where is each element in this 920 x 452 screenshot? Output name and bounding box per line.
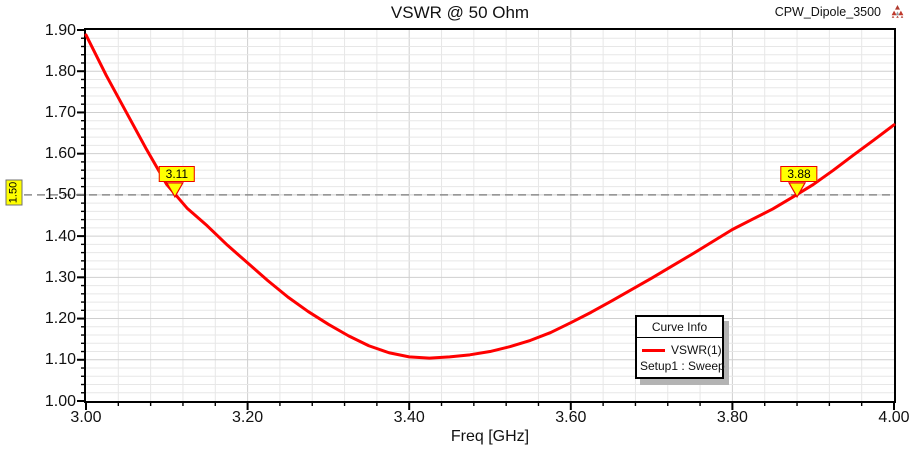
x-tick-label: 3.80 — [716, 409, 748, 426]
x-axis-title: Freq [GHz] — [450, 428, 530, 445]
x-tick-label: 3.20 — [232, 409, 264, 426]
legend-box[interactable]: Curve Info VSWR(1) Setup1 : Sweep — [635, 315, 725, 379]
y-tick-label: 1.50 — [44, 186, 76, 204]
marker-label-1[interactable]: 3.11 — [158, 165, 196, 182]
marker-triangle-2[interactable] — [788, 182, 807, 199]
project-name: CPW_Dipole_3500 — [774, 5, 881, 19]
x-tick-label: 4.00 — [878, 409, 910, 426]
y-tick-label: 1.40 — [44, 227, 76, 245]
chart-title: VSWR @ 50 Ohm — [390, 3, 530, 22]
x-tick-label: 3.00 — [70, 409, 102, 426]
y-tick-label: 1.10 — [44, 351, 76, 369]
legend-title: Curve Info — [637, 317, 722, 338]
legend-entry: VSWR(1) — [637, 338, 722, 358]
y-tick-label: 1.20 — [44, 310, 76, 328]
marker-label-2[interactable]: 3.88 — [780, 165, 818, 182]
y-tick-label: 1.30 — [44, 268, 76, 286]
y-tick-label: 1.90 — [44, 21, 76, 39]
y-tick-label: 1.80 — [44, 62, 76, 80]
plot-border — [84, 28, 896, 403]
legend-entry-label: VSWR(1) — [671, 343, 722, 357]
x-tick-label: 3.60 — [555, 409, 587, 426]
ref-line-label: 1.50 — [5, 179, 23, 206]
ansys-logo-icon — [891, 5, 904, 18]
x-tick-label: 3.40 — [393, 409, 425, 426]
y-tick-label: 1.60 — [44, 145, 76, 163]
marker-triangle-1[interactable] — [165, 182, 184, 199]
y-tick-label: 1.70 — [44, 103, 76, 121]
legend-sublabel: Setup1 : Sweep — [640, 359, 725, 373]
legend-swatch-vswr — [642, 348, 665, 352]
y-tick-label: 1.00 — [44, 392, 76, 410]
vswr-curve[interactable] — [84, 33, 896, 360]
